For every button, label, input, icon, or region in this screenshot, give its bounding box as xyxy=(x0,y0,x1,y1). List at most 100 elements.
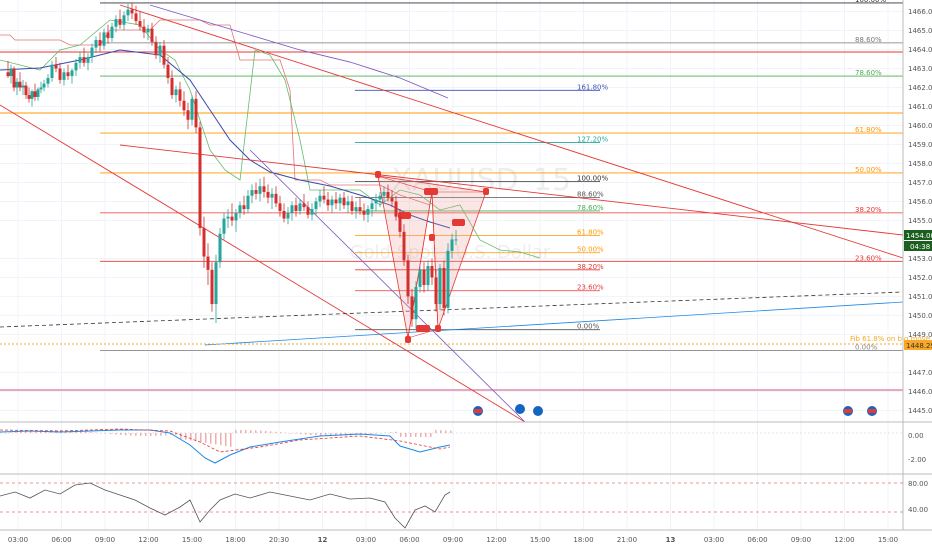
price-axis-label: 1457.00 xyxy=(908,179,932,187)
time-axis-label: 15:00 xyxy=(878,536,898,544)
candle-body xyxy=(114,19,118,27)
macd-histogram-bar xyxy=(275,431,277,433)
candle-body xyxy=(294,205,298,211)
rsi-line xyxy=(0,482,451,529)
event-flag-us-5[interactable] xyxy=(867,406,877,416)
event-flag-us-3[interactable] xyxy=(533,406,543,416)
candle-body xyxy=(326,199,330,206)
candle-body xyxy=(118,19,122,25)
candle-body xyxy=(274,193,278,204)
macd-histogram-bar xyxy=(160,433,162,436)
candle-body xyxy=(434,277,438,305)
event-flag-us-4[interactable] xyxy=(843,406,853,416)
macd-histogram-bar xyxy=(170,433,172,436)
candle-body xyxy=(314,201,318,210)
candle-body xyxy=(12,68,16,88)
fib-big-label: 38.20% xyxy=(855,206,882,214)
candle-body xyxy=(90,47,94,58)
candle-body xyxy=(162,45,166,65)
candle-body xyxy=(186,110,190,120)
time-axis-label: 15:00 xyxy=(530,536,550,544)
macd-histogram-bar xyxy=(85,431,87,433)
marked-price-label: 1448.29 xyxy=(906,342,932,350)
candle-body xyxy=(150,28,154,42)
candle-body xyxy=(446,250,450,308)
candle-body xyxy=(438,267,442,305)
pattern-point-e xyxy=(416,325,430,332)
marked-price-tag xyxy=(904,340,932,350)
moving-average-purple xyxy=(149,4,449,99)
candle-body xyxy=(134,13,138,21)
macd-histogram-bar xyxy=(30,430,32,433)
ichimoku-line-green xyxy=(0,19,541,259)
fib-small-label: 127.20% xyxy=(577,136,608,144)
price-axis-label: 1463.00 xyxy=(908,65,932,73)
candle-body xyxy=(66,72,70,77)
price-axis-label: 1455.00 xyxy=(908,217,932,225)
candle-body xyxy=(330,199,334,206)
fib-big-label: 50.00% xyxy=(855,166,882,174)
macd-histogram-bar xyxy=(270,431,272,433)
fib-big-label: 100.00% xyxy=(855,0,886,4)
macd-histogram-bar xyxy=(425,433,427,437)
candle-body xyxy=(106,32,110,39)
candle-body xyxy=(110,26,114,39)
countdown-tag xyxy=(904,241,932,251)
candle-body xyxy=(334,199,338,204)
harmonic-pattern-lines xyxy=(377,175,486,339)
macd-histogram-bar xyxy=(400,433,402,437)
candle-body xyxy=(142,26,146,33)
ichimoku-line-red xyxy=(0,19,431,206)
candle-body xyxy=(378,195,382,200)
candle-body xyxy=(190,98,194,120)
macd-histogram-bar xyxy=(35,430,37,433)
candle-body xyxy=(130,9,134,14)
trendline-blue-support xyxy=(204,301,904,346)
candle-body xyxy=(382,191,386,196)
macd-histogram-bar xyxy=(315,433,317,436)
macd-histogram-bar xyxy=(420,433,422,437)
candle-body xyxy=(202,228,206,257)
time-axis-label: 13 xyxy=(666,536,676,544)
candle-body xyxy=(430,266,434,278)
macd-pane: 0.00 -2.00 xyxy=(0,428,926,464)
candle-body xyxy=(94,39,98,48)
candle-body xyxy=(222,218,226,234)
macd-histogram-bar xyxy=(370,433,372,435)
grid xyxy=(0,0,903,530)
macd-histogram-bar xyxy=(105,433,107,434)
candle-body xyxy=(390,197,394,202)
candle-body xyxy=(286,212,290,219)
macd-histogram-bar xyxy=(245,430,247,433)
macd-histogram-bar xyxy=(410,433,412,437)
candle-body xyxy=(198,127,202,229)
macd-histogram-bar xyxy=(295,433,297,434)
candle-body xyxy=(358,207,362,211)
macd-histogram-bar xyxy=(180,433,182,439)
candle-body xyxy=(270,193,274,198)
candle-body xyxy=(234,212,238,221)
macd-histogram-bar xyxy=(250,430,252,433)
macd-histogram-bar xyxy=(385,432,387,434)
price-axis-label: 1458.00 xyxy=(908,160,932,168)
candle-body xyxy=(62,72,66,80)
macd-histogram-bar xyxy=(395,431,397,433)
candle-body xyxy=(78,57,82,63)
macd-histogram-bar xyxy=(305,433,307,435)
event-flag-us-2[interactable] xyxy=(515,404,525,414)
time-axis-label: 12 xyxy=(318,536,328,544)
price-axis-label: 1445.00 xyxy=(908,407,932,415)
macd-histogram-bar xyxy=(290,433,292,434)
macd-signal xyxy=(0,428,451,453)
macd-histogram-bar xyxy=(135,433,137,436)
candle-body xyxy=(18,81,22,88)
pattern-point-f xyxy=(429,234,435,241)
candle-body xyxy=(158,45,162,56)
macd-histogram-bar xyxy=(300,433,302,435)
event-flag-us-1[interactable] xyxy=(473,406,483,416)
time-axis-label: 06:00 xyxy=(747,536,767,544)
candle-body xyxy=(242,205,246,210)
macd-histogram-bar xyxy=(95,432,97,434)
time-axis-label: 12:00 xyxy=(486,536,506,544)
